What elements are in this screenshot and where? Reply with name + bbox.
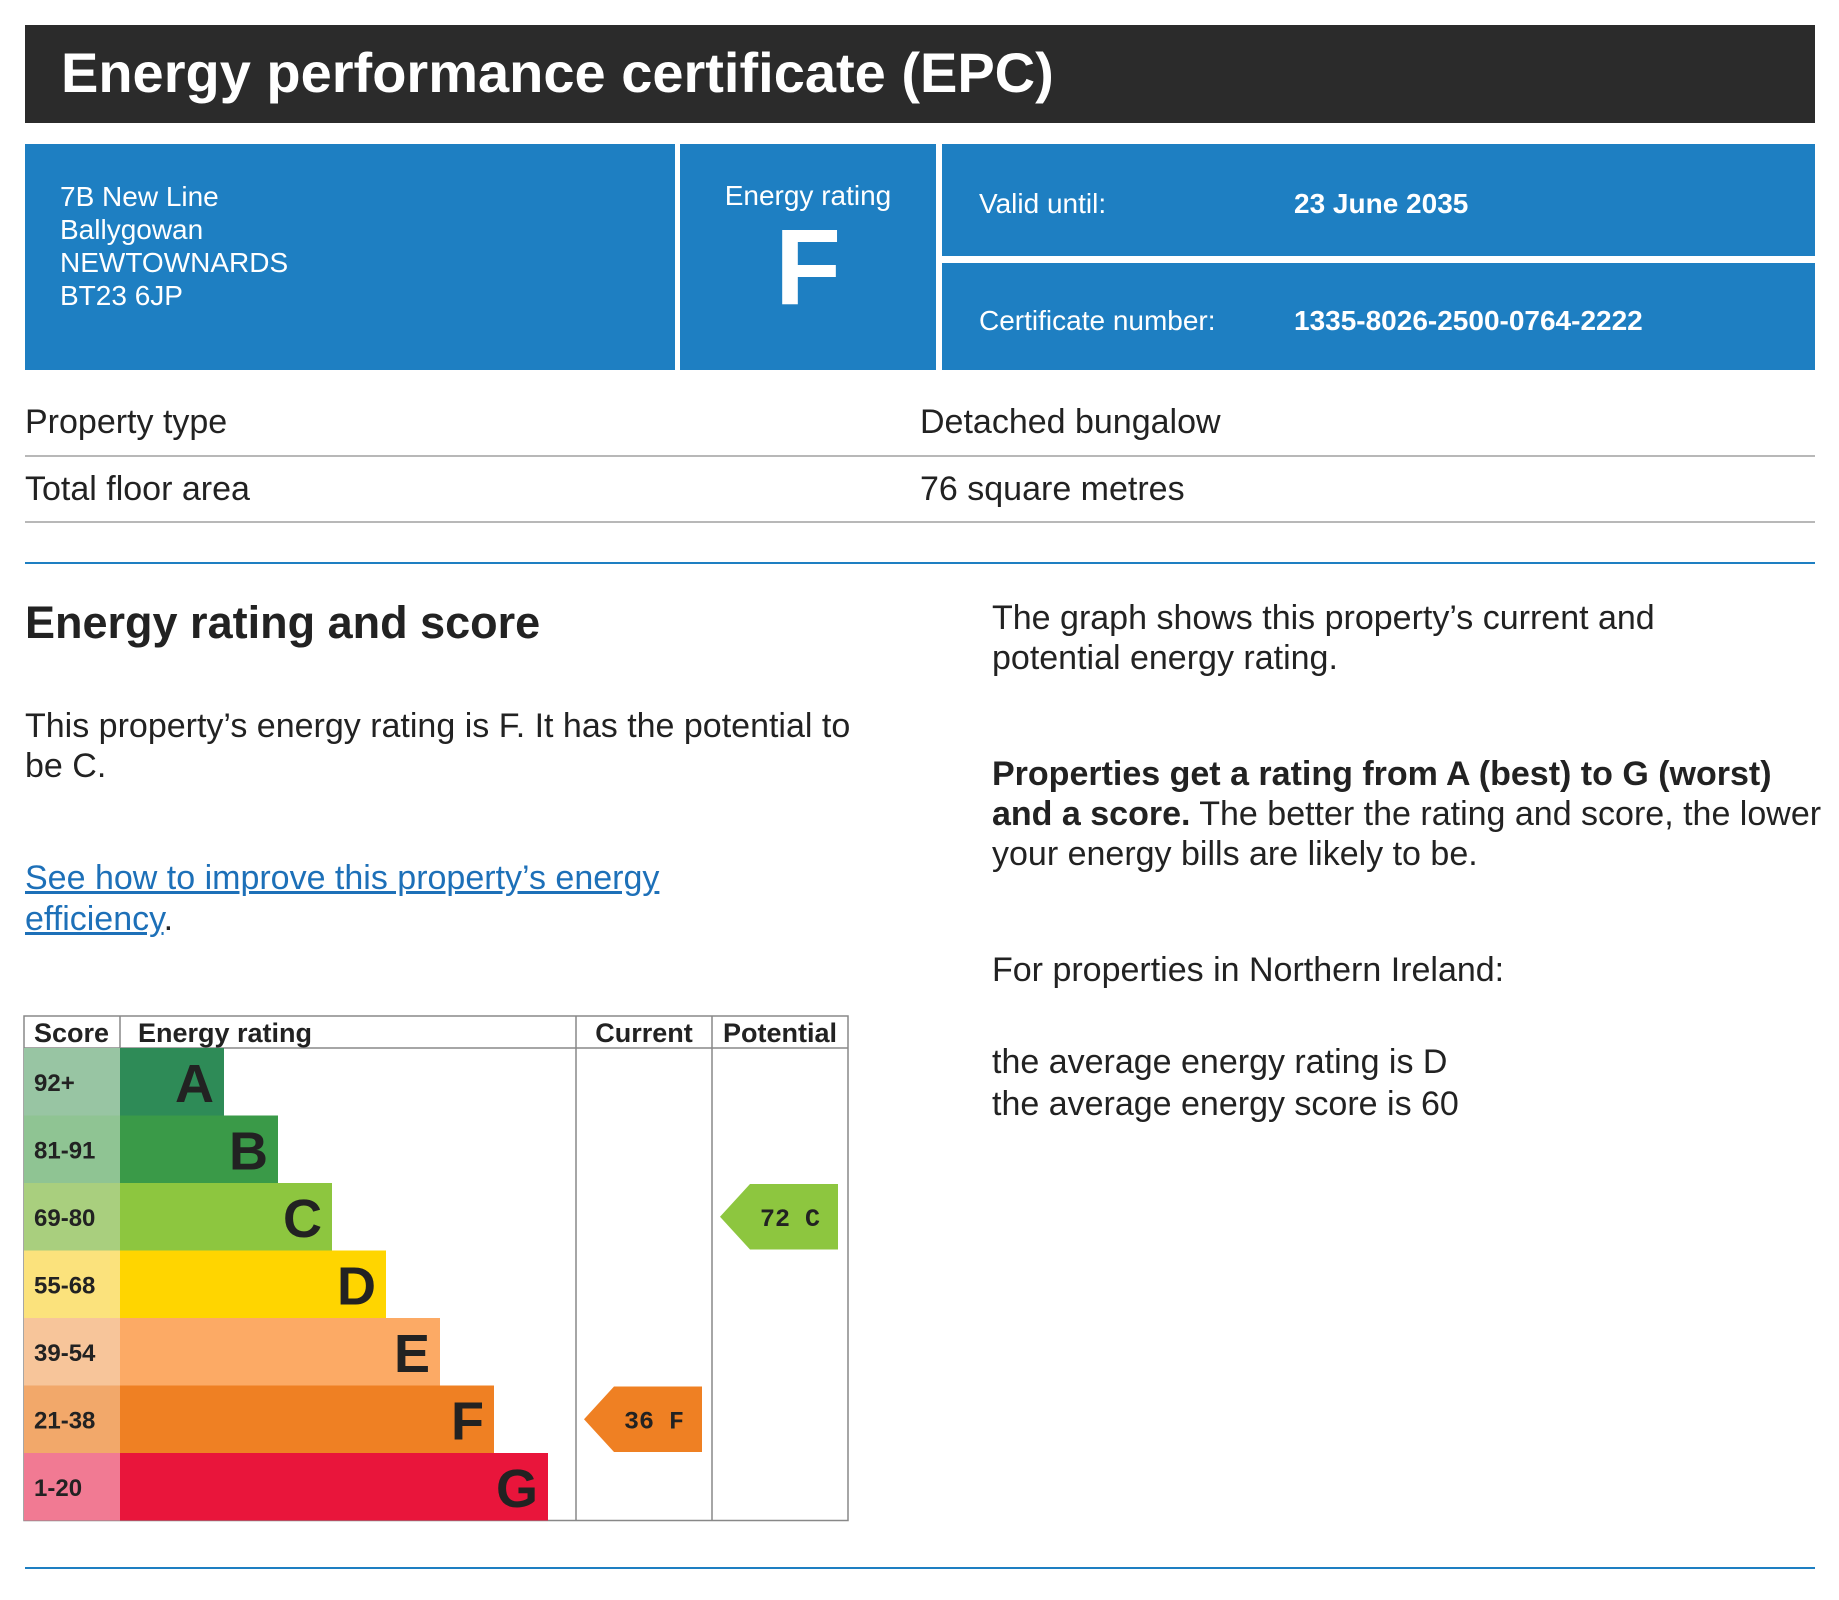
band-letter-e: E [394,1324,430,1384]
footer-divider [25,1567,1815,1569]
score-cell-c [24,1183,120,1251]
address-line-3: NEWTOWNARDS [60,247,289,278]
score-range-f: 21-38 [34,1407,95,1434]
band-bar-c [120,1183,332,1251]
valid-until-panel [942,144,1815,256]
rating-scale-bold: Properties get a rating from A (best) to… [992,755,1772,833]
address-line-1: 7B New Line [60,181,219,212]
address-line-2: Ballygowan [60,214,204,245]
band-bar-d [120,1250,386,1318]
current-rating-arrow [584,1386,702,1452]
valid-until-value: 23 June 2035 [1294,188,1469,219]
potential-rating-arrow-label: 72 C [760,1205,820,1234]
score-cell-b [24,1115,120,1183]
band-letter-c: C [283,1189,322,1249]
energy-rating-chart: Score Energy rating Current Potential 92+ A 81… [23,1015,849,1522]
band-letter-g: G [496,1459,538,1519]
score-range-g: 1-20 [34,1475,82,1502]
band-bar-a [120,1048,224,1116]
section-divider [25,562,1815,564]
band-letter-d: D [337,1256,376,1316]
energy-rating-label: Energy rating [724,180,892,211]
ni-intro: For properties in Northern Ireland: [992,951,1505,989]
rating-sentence: This property’s energy rating is F. It h… [25,707,851,785]
graph-note: The graph shows this property’s current … [992,599,1655,677]
header-score: Score [34,1018,109,1048]
band-bar-g [120,1453,548,1521]
ni-average-score: the average energy score is 60 [992,1085,1459,1123]
band-letter-f: F [451,1391,484,1451]
score-range-c: 69-80 [34,1205,95,1232]
title-bar [25,25,1815,123]
section-heading: Energy rating and score [25,597,541,648]
header-potential: Potential [723,1018,837,1048]
certificate-number-panel [942,263,1815,370]
band-bar-b [120,1115,278,1183]
energy-rating-letter: F [775,206,841,327]
page-title: Energy performance certificate (EPC) [61,41,1054,104]
band-bar-e [120,1318,440,1386]
score-range-a: 92+ [34,1070,75,1097]
current-rating-arrow-label: 36 F [624,1407,684,1436]
valid-until-label: Valid until: [979,188,1107,219]
header-energy-rating: Energy rating [138,1018,312,1048]
score-cell-e [24,1318,120,1386]
certificate-number-label: Certificate number: [979,305,1216,336]
divider [25,521,1815,523]
score-range-e: 39-54 [34,1340,96,1367]
property-type-value: Detached bungalow [920,403,1221,441]
address-line-4: BT23 6JP [60,280,183,311]
rating-scale-note: Properties get a rating from A (best) to… [992,754,1822,874]
energy-rating-panel [680,144,936,370]
improve-efficiency-link[interactable]: See how to improve this property’s energ… [25,859,660,938]
score-cell-d [24,1250,120,1318]
score-cell-g [24,1453,120,1521]
improve-efficiency-paragraph: See how to improve this property’s energ… [25,858,745,940]
score-cell-a [24,1048,120,1116]
property-address: 7B New Line Ballygowan NEWTOWNARDS BT23 … [60,180,288,312]
rating-scale-rest: The better the rating and score, the low… [992,795,1822,873]
link-suffix: . [163,900,174,938]
score-range-d: 55-68 [34,1272,95,1299]
address-panel [25,144,675,370]
band-letter-b: B [229,1121,268,1181]
potential-rating-arrow [720,1184,838,1250]
property-type-label: Property type [25,403,228,441]
divider [25,455,1815,457]
band-letter-a: A [175,1054,214,1114]
header-current: Current [595,1018,693,1048]
band-bar-f [120,1385,494,1453]
ni-average-rating: the average energy rating is D [992,1043,1448,1081]
certificate-number-value: 1335-8026-2500-0764-2222 [1294,305,1643,336]
floor-area-value: 76 square metres [920,470,1185,508]
score-cell-f [24,1385,120,1453]
score-range-b: 81-91 [34,1137,95,1164]
floor-area-label: Total floor area [25,470,250,508]
